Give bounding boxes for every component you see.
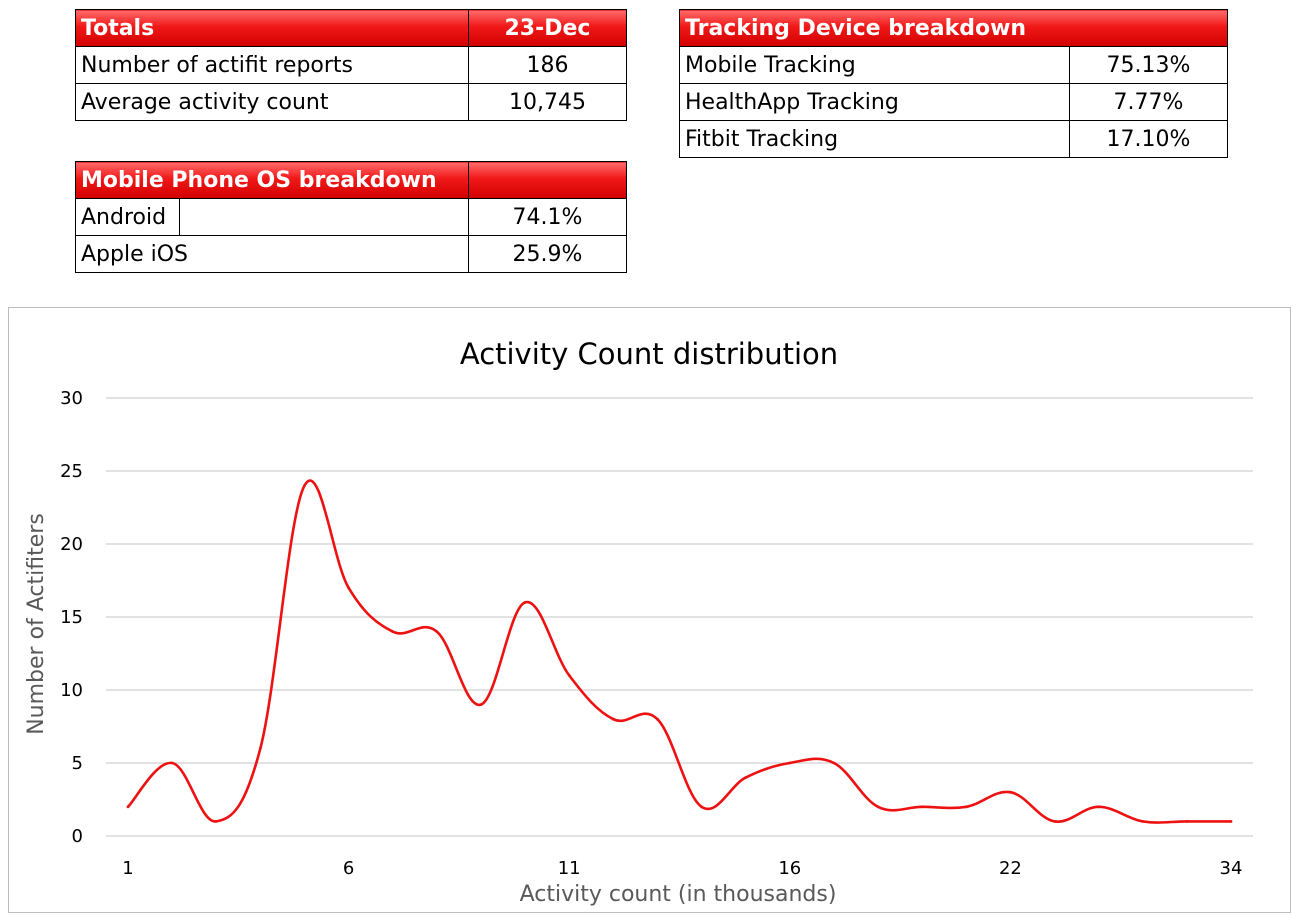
tracking-row-value: 75.13% (1069, 46, 1228, 84)
x-axis-ticks: 1 6 11 16 22 34 (122, 858, 1242, 879)
x-axis-label: Activity count (in thousands) (520, 882, 837, 907)
data-point (567, 674, 571, 677)
data-point (1097, 805, 1101, 809)
tracking-device-table: Tracking Device breakdown Mobile Trackin… (679, 9, 1228, 158)
data-point (1229, 820, 1233, 823)
totals-row-value: 10,745 (468, 83, 627, 121)
data-point (876, 805, 880, 809)
totals-header-row: Totals 23-Dec (75, 9, 627, 47)
os-row-empty-cell (179, 198, 469, 236)
table-row: Apple iOS 25.9% (75, 235, 627, 273)
y-tick-label: 0 (72, 826, 83, 847)
tracking-header-label: Tracking Device breakdown (679, 9, 1228, 47)
table-row: Android 74.1% (75, 198, 627, 236)
x-tick-label: 22 (999, 858, 1022, 879)
y-tick-label: 30 (60, 388, 83, 409)
totals-header-label: Totals (75, 9, 469, 47)
data-point (964, 805, 968, 809)
data-point (700, 805, 703, 809)
y-axis-ticks: 0 5 10 15 20 25 30 (60, 388, 83, 847)
table-row: Fitbit Tracking 17.10% (679, 120, 1228, 158)
tracking-row-value: 7.77% (1069, 83, 1228, 121)
x-tick-label: 1 (122, 858, 133, 879)
y-tick-label: 25 (60, 461, 83, 482)
chart-canvas: Activity Count distribution 0 5 10 15 20 25 30… (24, 337, 1253, 907)
os-row-value: 25.9% (468, 235, 627, 273)
data-point (126, 805, 130, 809)
data-point (303, 484, 306, 487)
data-point (391, 630, 395, 633)
x-tick-label: 16 (778, 858, 801, 879)
tracking-row-label: Fitbit Tracking (679, 120, 1070, 158)
y-tick-label: 20 (60, 534, 83, 555)
y-tick-label: 10 (60, 680, 83, 701)
os-row-label: Apple iOS (75, 235, 469, 273)
table-row: HealthApp Tracking 7.77% (679, 83, 1228, 121)
series-line (127, 479, 1231, 824)
table-row: Number of actifit reports 186 (75, 46, 627, 84)
x-tick-label: 34 (1220, 858, 1243, 879)
data-point (258, 747, 262, 750)
data-point (170, 761, 174, 765)
totals-row-label: Average activity count (75, 83, 469, 121)
table-row: Average activity count 10,745 (75, 83, 627, 121)
os-header-label: Mobile Phone OS breakdown (75, 161, 469, 199)
x-tick-label: 6 (343, 858, 354, 879)
chart-title: Activity Count distribution (460, 337, 838, 371)
data-point (1141, 820, 1145, 823)
data-point (656, 717, 659, 721)
tracking-row-label: HealthApp Tracking (679, 83, 1070, 121)
data-point (347, 586, 350, 590)
totals-row-value: 186 (468, 46, 627, 84)
os-row-label: Android (75, 198, 180, 236)
data-point (214, 820, 218, 823)
totals-header-date: 23-Dec (468, 9, 627, 47)
y-tick-label: 15 (60, 607, 83, 628)
data-point (744, 776, 748, 779)
data-point (832, 761, 836, 765)
data-point (1009, 790, 1012, 794)
data-point (920, 805, 924, 809)
data-point (435, 630, 439, 633)
y-tick-label: 5 (72, 753, 83, 774)
table-row: Mobile Tracking 75.13% (679, 46, 1228, 84)
tracking-row-label: Mobile Tracking (679, 46, 1070, 84)
x-tick-label: 11 (558, 858, 581, 879)
data-point (479, 703, 483, 706)
os-header-empty-cell (468, 161, 627, 199)
y-axis-label: Number of Actifiters (24, 513, 49, 735)
data-point (611, 717, 615, 721)
totals-table: Totals 23-Dec Number of actifit reports … (75, 9, 627, 121)
os-row-value: 74.1% (468, 198, 627, 236)
totals-row-label: Number of actifit reports (75, 46, 469, 84)
activity-chart: Activity Count distribution 0 5 10 15 20 25 30… (8, 307, 1291, 913)
mobile-os-table: Mobile Phone OS breakdown Android 74.1% … (75, 161, 627, 273)
data-point (788, 761, 792, 765)
series-layer (126, 479, 1233, 824)
tracking-row-value: 17.10% (1069, 120, 1228, 158)
gridlines (106, 397, 1253, 837)
data-point (523, 601, 527, 604)
data-point (1053, 820, 1056, 823)
os-header-row: Mobile Phone OS breakdown (75, 161, 627, 199)
tracking-header-row: Tracking Device breakdown (679, 9, 1228, 47)
data-point (1185, 820, 1189, 823)
